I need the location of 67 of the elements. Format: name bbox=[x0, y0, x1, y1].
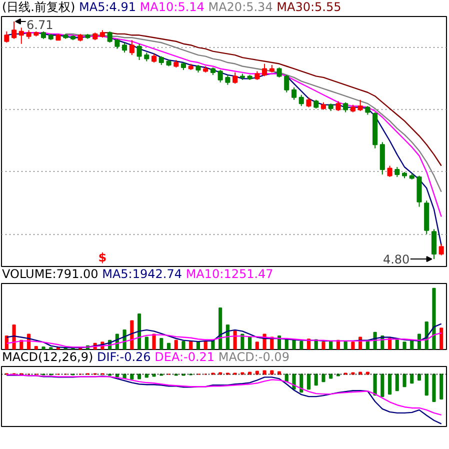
text: MA20:5.34 bbox=[208, 0, 273, 14]
candlestick bbox=[12, 20, 17, 40]
text: MA10:1251.47 bbox=[186, 267, 274, 281]
bar bbox=[204, 341, 208, 350]
bar bbox=[432, 288, 436, 350]
bar bbox=[388, 338, 392, 350]
annotation: $ bbox=[98, 250, 107, 264]
bar bbox=[255, 342, 259, 350]
candlestick bbox=[4, 30, 10, 44]
bar bbox=[196, 342, 200, 350]
bar bbox=[248, 336, 252, 350]
text: MA10:5.14 bbox=[140, 0, 204, 14]
bar bbox=[240, 334, 244, 350]
candlestick bbox=[336, 100, 341, 112]
bar bbox=[402, 342, 406, 350]
candlestick bbox=[343, 102, 348, 113]
bar bbox=[182, 341, 186, 350]
series-label: MA5:4.91 bbox=[79, 0, 136, 14]
series-label: DIF:-0.26 bbox=[96, 350, 151, 364]
candlestick bbox=[431, 228, 436, 260]
candlestick bbox=[232, 72, 238, 84]
bar bbox=[218, 307, 222, 350]
candlestick bbox=[136, 43, 142, 61]
candlestick bbox=[225, 74, 230, 86]
candlestick bbox=[298, 94, 304, 107]
candlestick bbox=[107, 30, 112, 44]
candlestick bbox=[262, 63, 268, 77]
text: MA5:1942.74 bbox=[102, 267, 182, 281]
annotation: 4.80 bbox=[382, 252, 410, 267]
candlestick bbox=[438, 244, 444, 256]
text: MA30:5.55 bbox=[276, 0, 342, 14]
candlestick bbox=[276, 66, 282, 78]
bar bbox=[34, 346, 38, 350]
candlestick bbox=[284, 74, 290, 93]
bar bbox=[395, 339, 399, 350]
bar bbox=[174, 340, 178, 350]
bar bbox=[440, 328, 444, 350]
candlestick bbox=[291, 86, 297, 100]
bar bbox=[137, 314, 142, 350]
candlestick bbox=[358, 99, 363, 112]
candlestick bbox=[306, 96, 312, 108]
candlestick bbox=[18, 27, 24, 44]
bar bbox=[160, 338, 164, 350]
bar bbox=[42, 346, 46, 350]
bar bbox=[130, 320, 134, 350]
text: MACD:-0.09 bbox=[218, 350, 290, 364]
chart-title: (日线.前复权) bbox=[2, 0, 76, 14]
chart-title: VOLUME:791.00 bbox=[2, 267, 98, 281]
candlestick bbox=[387, 165, 392, 178]
series-label: DEA:-0.21 bbox=[154, 350, 215, 364]
candlestick bbox=[122, 42, 128, 54]
bar bbox=[322, 342, 326, 350]
bar bbox=[166, 342, 171, 350]
annotation: 6.71 bbox=[26, 18, 54, 32]
bar bbox=[152, 334, 156, 350]
bar bbox=[344, 341, 348, 350]
bar bbox=[277, 336, 282, 350]
bar bbox=[144, 336, 148, 350]
candlestick bbox=[218, 69, 223, 83]
chart-title: MACD(12,26,9) bbox=[2, 350, 94, 364]
bar bbox=[300, 341, 304, 350]
bar bbox=[233, 330, 237, 350]
candlestick bbox=[394, 166, 400, 178]
bar bbox=[292, 340, 296, 350]
candlestick bbox=[114, 38, 120, 50]
candlestick bbox=[129, 40, 134, 56]
bar bbox=[351, 342, 355, 350]
